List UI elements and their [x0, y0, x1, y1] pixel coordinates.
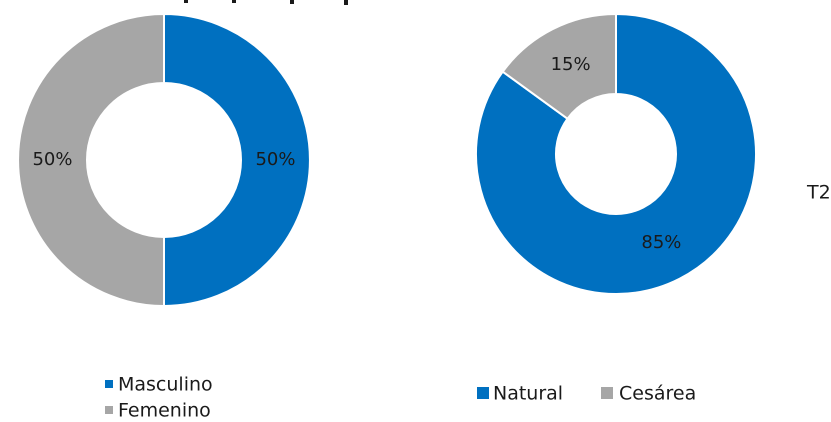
slice-femenino: [17, 12, 165, 308]
legend-label-femenino: Femenino: [118, 400, 211, 422]
donut-chart-sex: 50% 50%: [17, 12, 311, 308]
legend-label-masculino: Masculino: [118, 374, 213, 396]
data-label-femenino: 50%: [32, 149, 72, 170]
side-label-t2: T2: [806, 182, 831, 204]
slice-cesarea: [501, 12, 617, 121]
legend-label-natural: Natural: [493, 383, 563, 405]
legend-swatch-masculino: [105, 380, 113, 388]
clipped-top-text: [184, 0, 348, 5]
legend-swatch-cesarea: [601, 387, 613, 399]
legend-label-cesarea: Cesárea: [619, 383, 696, 405]
slice-masculino: [163, 12, 311, 308]
legend-sex: Masculino Femenino: [105, 374, 213, 422]
slice-natural: [475, 12, 757, 295]
data-label-masculino: 50%: [255, 149, 295, 170]
data-label-natural: 85%: [641, 232, 681, 253]
data-label-cesarea: 15%: [551, 54, 591, 75]
legend-swatch-femenino: [105, 406, 113, 414]
legend-birth-type: Natural Cesárea: [477, 383, 696, 405]
legend-swatch-natural: [477, 387, 489, 399]
donut-chart-birth-type: 85% 15%: [475, 12, 757, 295]
